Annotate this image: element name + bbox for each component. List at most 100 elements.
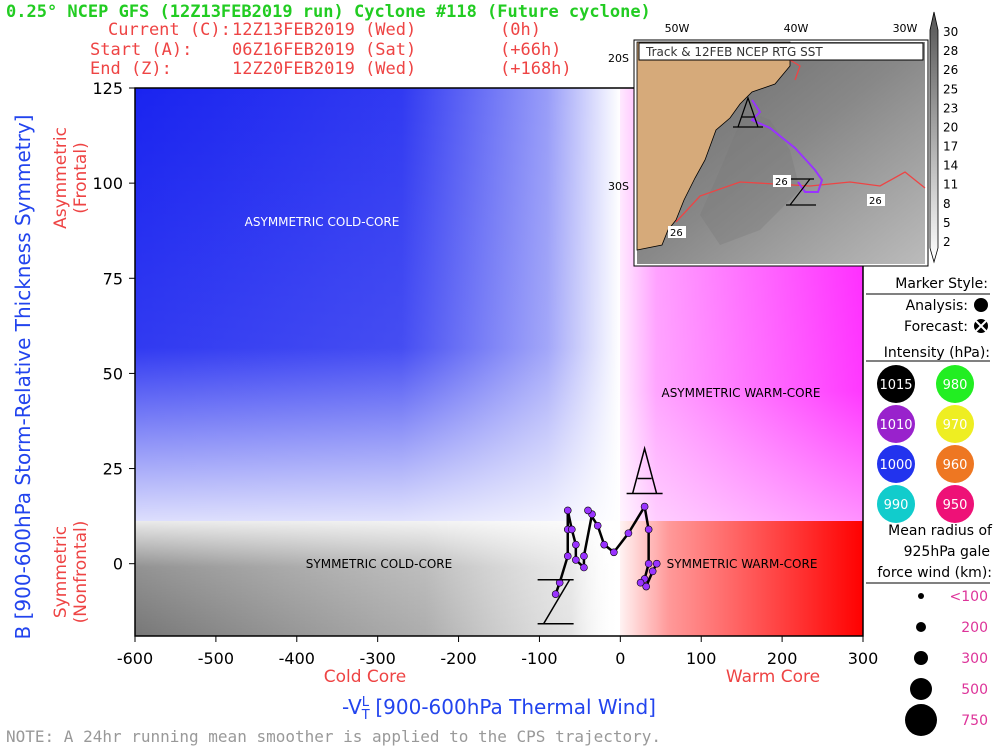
- inset-start-marker: [733, 96, 763, 128]
- radius-title-3: force wind (km):: [877, 565, 992, 581]
- radius-title-1: Mean radius of: [888, 523, 993, 539]
- radius-value: 200: [961, 620, 988, 636]
- asym-warm-label: ASYMMETRIC WARM-CORE: [661, 386, 820, 400]
- track-point: [644, 525, 653, 534]
- start-label: Start (A):: [90, 40, 192, 60]
- legend: Marker Style: Analysis: Forecast: Intens…: [866, 276, 993, 736]
- current-label: Current (C):: [108, 20, 231, 40]
- intensity-swatch: [936, 485, 974, 523]
- forecast-marker: [974, 319, 988, 333]
- track-point: [640, 502, 649, 511]
- svg-text:30W: 30W: [893, 22, 918, 35]
- track-point: [624, 529, 633, 538]
- radius-value: <100: [950, 589, 988, 605]
- x-tick-label: 300: [848, 649, 879, 668]
- track-point: [567, 525, 576, 534]
- track-point: [593, 521, 602, 530]
- y-tick-label: 25: [103, 460, 123, 479]
- start-marker-a: [626, 445, 663, 495]
- radius-value: 500: [961, 682, 988, 698]
- x-tick-label: -500: [198, 649, 234, 668]
- intensity-legend: 1015 980 1010 970 1000 960 990 950: [877, 365, 974, 523]
- x-axis-label: -VTL [900-600hPa Thermal Wind]: [342, 695, 656, 723]
- south-america-land: [636, 41, 791, 251]
- cold-core-label: Cold Core: [324, 667, 407, 687]
- radius-swatch: [905, 704, 937, 736]
- end-label: End (Z):: [90, 59, 172, 79]
- intensity-swatch: [936, 405, 974, 443]
- intensity-value: 980: [943, 378, 968, 393]
- svg-text:20S: 20S: [608, 52, 629, 65]
- track-point: [648, 567, 657, 576]
- x-tick-label: -300: [360, 649, 396, 668]
- symmetric-line2: (Nonfrontal): [71, 521, 91, 624]
- intensity-value: 1000: [879, 458, 912, 473]
- time-info: Current (C): 12Z13FEB2019 (Wed) (0h) Sta…: [90, 20, 572, 79]
- intensity-title: Intensity (hPa):: [884, 345, 990, 361]
- radius-swatch: [918, 593, 924, 599]
- chart-title: 0.25° NCEP GFS (12Z13FEB2019 run) Cyclon…: [6, 2, 651, 22]
- radius-legend: <100 200 300 500 750: [905, 589, 988, 736]
- colorbar-tick-label: 30: [943, 25, 958, 39]
- intensity-value: 990: [884, 498, 909, 513]
- quadrant-labels: ASYMMETRIC COLD-CORE ASYMMETRIC WARM-COR…: [245, 215, 821, 571]
- analysis-label: Analysis:: [906, 298, 968, 314]
- radius-swatch: [916, 622, 926, 632]
- svg-text:50W: 50W: [665, 22, 690, 35]
- svg-text:26: 26: [869, 196, 882, 207]
- track-point: [580, 563, 588, 572]
- colorbar-tick-label: 14: [943, 159, 958, 173]
- track-point: [610, 548, 618, 557]
- x-axis-label-sub: T: [361, 708, 370, 723]
- colorbar-tick-label: 28: [943, 44, 958, 58]
- radius-swatch: [914, 651, 928, 665]
- end-time: 12Z20FEB2019 (Wed): [232, 59, 416, 79]
- colorbar-tick-label: 25: [943, 82, 958, 96]
- sym-warm-label: SYMMETRIC WARM-CORE: [667, 557, 818, 571]
- sym-warm-region: [620, 521, 863, 636]
- colorbar-tick-label: 2: [943, 235, 951, 249]
- colorbar-tick-label: 11: [943, 178, 958, 192]
- cyclone-track: [537, 445, 663, 625]
- track-point: [572, 556, 580, 564]
- x-tick-label: -400: [279, 649, 315, 668]
- intensity-value: 960: [943, 458, 968, 473]
- x-tick-label: 100: [686, 649, 717, 668]
- track-point: [563, 506, 572, 515]
- sst-colorbar: [929, 11, 939, 264]
- colorbar-tick-label: 23: [943, 101, 958, 115]
- svg-text:30S: 30S: [608, 180, 629, 193]
- intensity-swatch: [877, 405, 915, 443]
- y-tick-label: 0: [113, 555, 123, 574]
- track-point: [572, 540, 580, 549]
- warm-core-label: Warm Core: [726, 667, 820, 687]
- inset-map: Track & 12FEB NCEP RTG SST 26 26 26 50W …: [608, 11, 958, 267]
- intensity-value: 970: [943, 418, 968, 433]
- y-tick-label: 50: [103, 364, 123, 383]
- intensity-swatch: [936, 365, 974, 403]
- x-axis-label-rest: [900-600hPa Thermal Wind]: [369, 695, 656, 719]
- x-tick-label: 200: [767, 649, 798, 668]
- intensity-swatch: [936, 445, 974, 483]
- y-tick-label: 100: [92, 174, 123, 193]
- y-axis-label: B [900-600hPa Storm-Relative Thickness S…: [11, 115, 35, 640]
- asymmetric-line1: Asymmetric: [51, 127, 71, 229]
- inset-axis-labels: 50W 40W 30W 20S 30S: [608, 22, 918, 193]
- end-offset: (+168h): [500, 59, 572, 79]
- asymmetric-label: Asymmetric (Frontal): [51, 127, 91, 229]
- current-time: 12Z13FEB2019 (Wed): [232, 20, 416, 40]
- y-tick-label: 75: [103, 269, 123, 288]
- colorbar-ticks: 30 28 26 25 23 20 17 14 11 8 5 2: [943, 25, 958, 249]
- intensity-value: 1015: [879, 378, 912, 393]
- intensity-swatch: [877, 485, 915, 523]
- symmetric-line1: Symmetric: [51, 526, 71, 618]
- end-marker-z: [537, 579, 574, 625]
- forecast-label: Forecast:: [904, 319, 968, 335]
- track-point: [652, 559, 661, 568]
- x-tick-label: -600: [117, 649, 153, 668]
- plot-frame: [134, 87, 864, 637]
- track-point: [563, 552, 572, 560]
- intensity-value: 950: [943, 498, 968, 513]
- current-offset: (0h): [500, 20, 541, 40]
- y-axis: 0 25 50 75 100 125: [92, 79, 135, 574]
